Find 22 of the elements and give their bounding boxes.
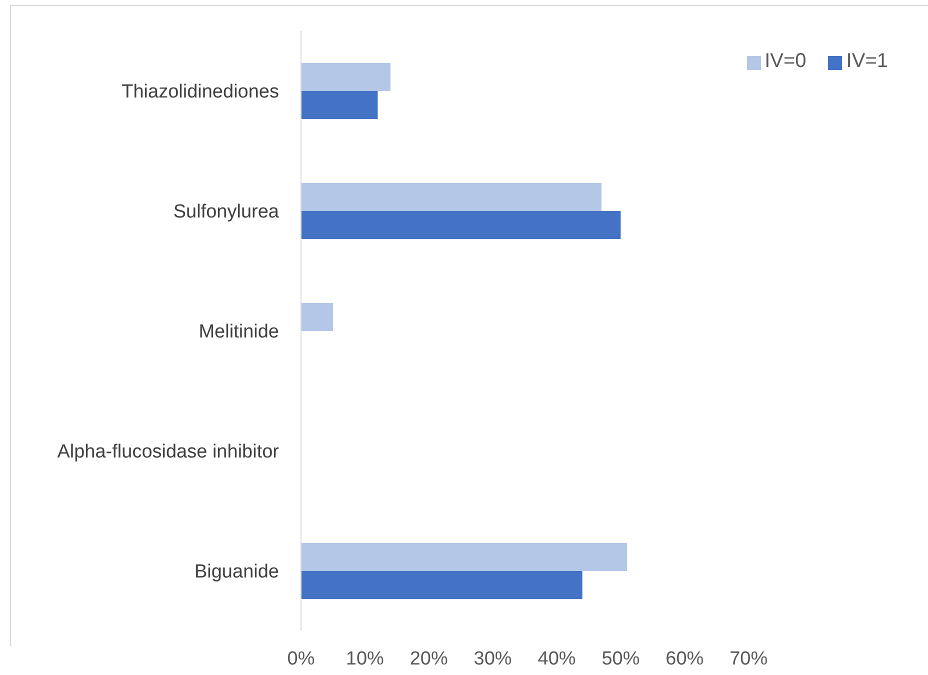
bar: [301, 63, 391, 91]
y-tick-label: Thiazolidinediones: [122, 82, 279, 103]
bar: [301, 183, 602, 211]
y-tick-label: Biguanide: [194, 562, 279, 583]
bar: [301, 303, 333, 331]
x-tick-label: 70%: [730, 648, 768, 670]
legend-label: IV=1: [846, 50, 888, 72]
bar: [301, 91, 378, 119]
bar: [301, 571, 582, 599]
bar: [301, 211, 621, 239]
bar: [301, 543, 628, 571]
x-tick-label: 40%: [538, 648, 576, 670]
y-tick-label: Alpha-flucosidase inhibitor: [57, 442, 280, 463]
x-tick-label: 60%: [666, 648, 704, 670]
y-tick-label: Melitinide: [198, 322, 279, 343]
legend-label: IV=0: [764, 50, 806, 72]
x-tick-label: 20%: [410, 648, 448, 670]
x-tick-label: 50%: [602, 648, 640, 670]
x-tick-label: 0%: [287, 648, 315, 670]
x-tick-label: 30%: [474, 648, 512, 670]
y-tick-label: Sulfonylurea: [173, 202, 280, 223]
x-tick-label: 10%: [346, 648, 384, 670]
